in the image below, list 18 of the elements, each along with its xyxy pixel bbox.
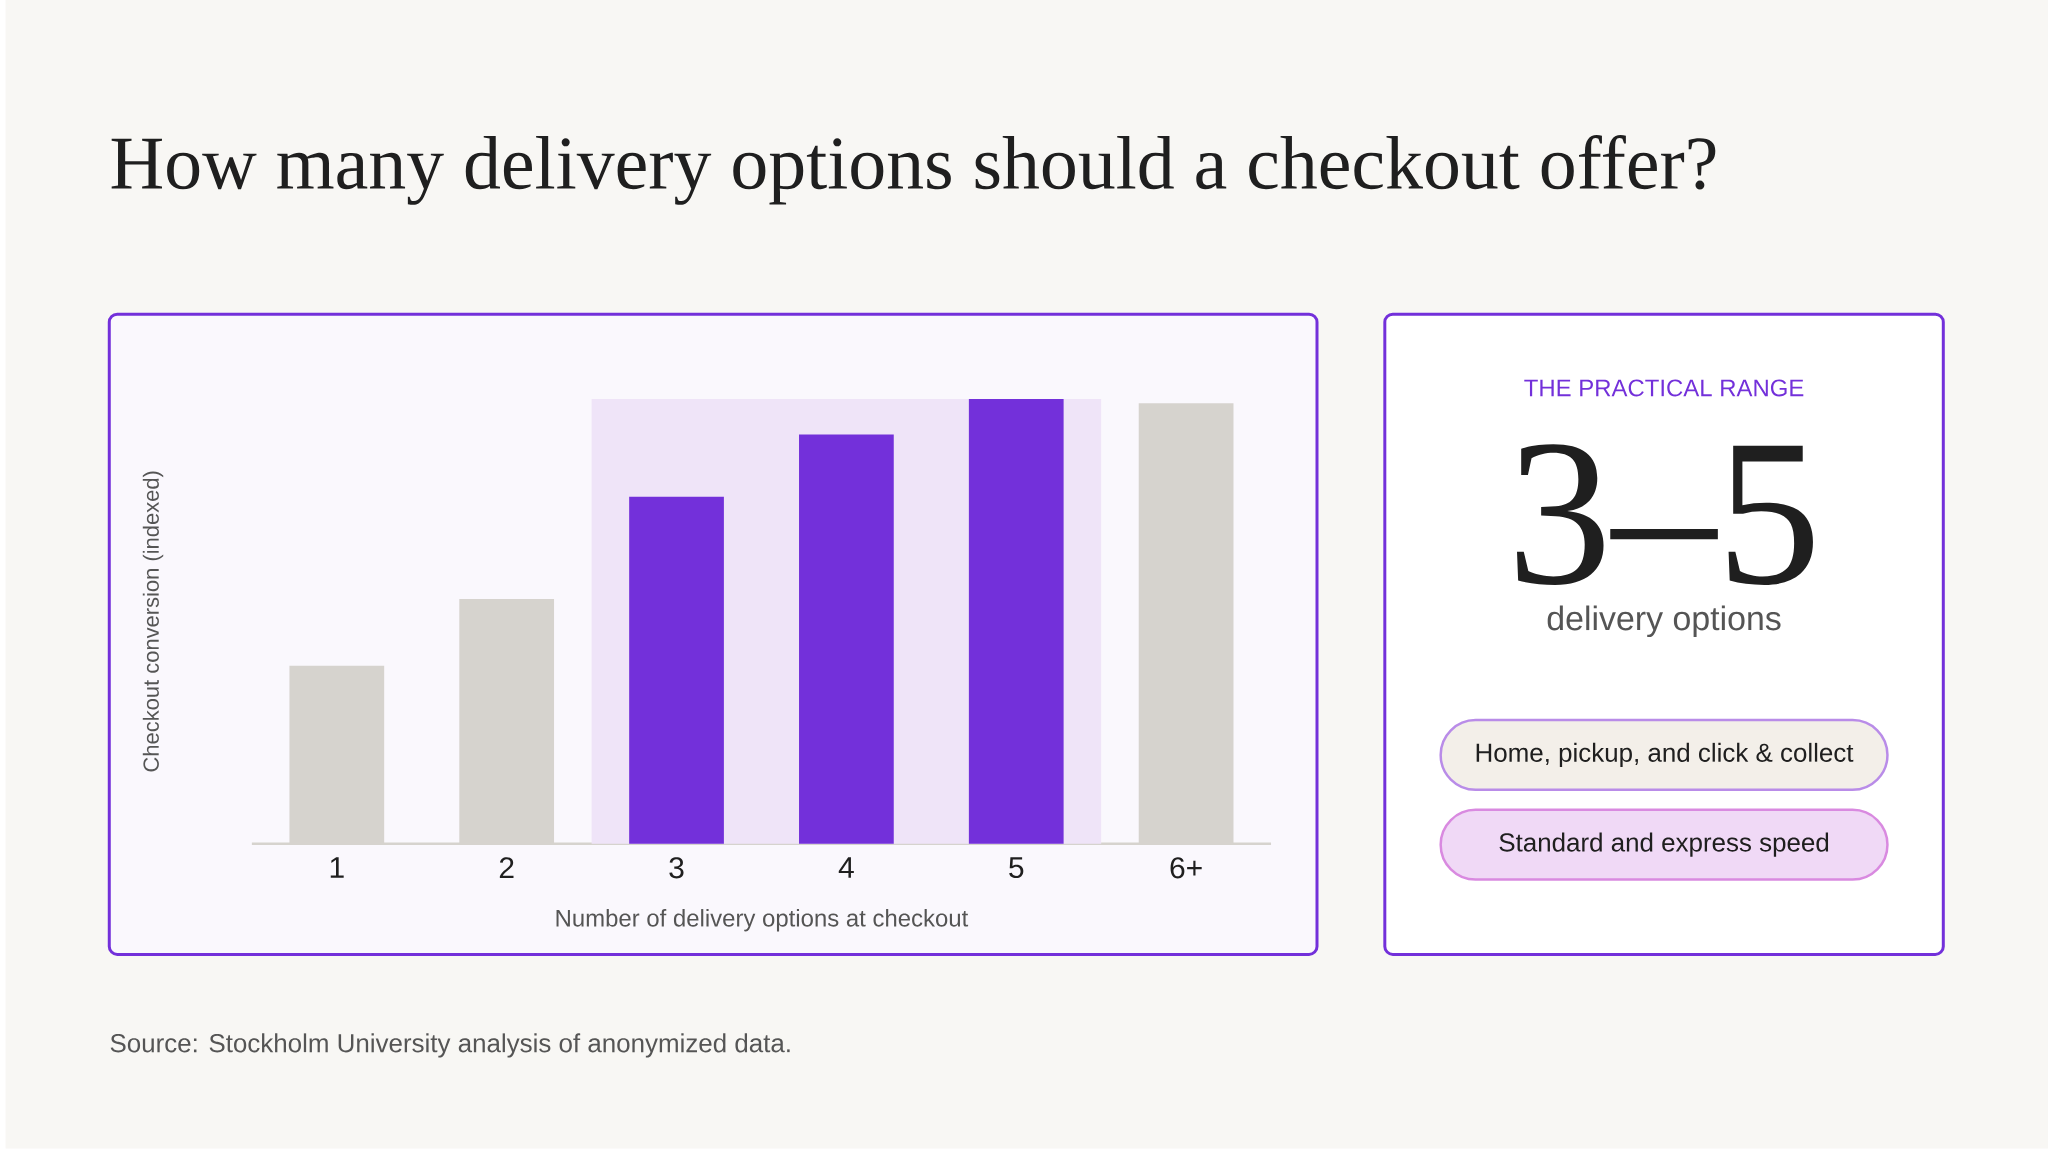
source-note: Source: Stockholm University analysis of anonymized data.	[110, 1033, 790, 1058]
bar	[968, 398, 1064, 844]
chart-title: How many delivery options should a checkout offer?	[111, 135, 1716, 205]
x-axis-title: Number of delivery options at checkout	[556, 909, 969, 932]
x-tick-label: 6+	[1170, 857, 1202, 879]
text: Standard and express speed	[1499, 832, 1829, 857]
x-tick-label: 1	[330, 857, 344, 878]
text: delivery options	[1547, 605, 1781, 638]
bar	[629, 496, 724, 844]
bar	[799, 434, 894, 844]
text: 3–5	[1517, 444, 1813, 586]
y-axis-title: Checkout conversion (indexed)	[142, 471, 164, 772]
x-tick-label: 2	[499, 857, 514, 879]
x-tick-label: 4	[838, 857, 854, 878]
x-tick-label: 3	[669, 857, 684, 879]
text: THE PRACTICAL RANGE	[1524, 379, 1804, 397]
x-tick-label: 5	[1009, 857, 1024, 879]
text: Home, pickup, and click & collect	[1476, 742, 1854, 768]
